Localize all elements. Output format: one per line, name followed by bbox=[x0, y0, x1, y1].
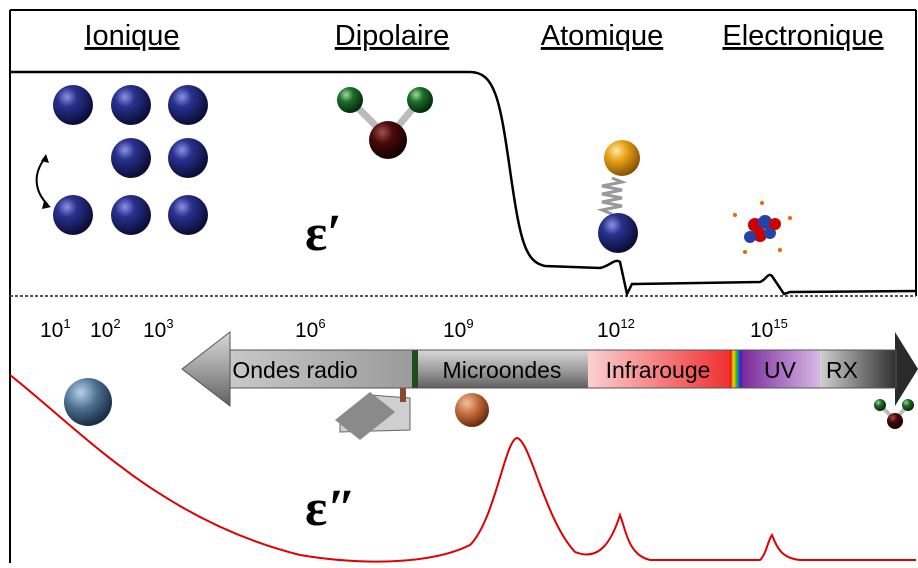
frequency: 106 bbox=[295, 316, 326, 342]
small-molecule bbox=[874, 399, 914, 429]
earth bbox=[64, 378, 112, 426]
frequency-base: 10 bbox=[443, 319, 466, 342]
frequency-base: 10 bbox=[597, 319, 620, 342]
frequency-exponent: 1 bbox=[63, 316, 70, 331]
loss-curve bbox=[9, 374, 916, 563]
band-label: RX bbox=[826, 357, 858, 383]
frequency-base: 10 bbox=[295, 319, 318, 342]
frame bbox=[9, 9, 917, 563]
frequency-exponent: 3 bbox=[166, 316, 173, 331]
frequency-base: 10 bbox=[90, 319, 113, 342]
symbol: ε bbox=[305, 205, 327, 262]
frequency-base: 10 bbox=[40, 319, 63, 342]
header: Atomique bbox=[541, 20, 664, 52]
atomic-spring bbox=[596, 140, 640, 253]
real-permittivity-curve bbox=[10, 70, 917, 298]
frequency-base: 10 bbox=[143, 319, 166, 342]
spectrum-arrow bbox=[181, 330, 918, 408]
band-label: Microondes bbox=[443, 357, 562, 383]
frequency-exponent: 2 bbox=[113, 316, 120, 331]
header: Dipolaire bbox=[335, 20, 449, 52]
frequency-labels: 101 102 103 106 109 1012 1015 bbox=[40, 316, 788, 342]
band-label: Infrarouge bbox=[606, 357, 711, 383]
imaginary-symbol: ε″ bbox=[305, 480, 356, 537]
frequency: 1012 bbox=[597, 316, 635, 342]
frequency: 103 bbox=[143, 316, 174, 342]
real-symbol: ε′ bbox=[305, 205, 342, 262]
header: Ionique bbox=[84, 20, 179, 52]
ionic-lattice bbox=[35, 85, 208, 235]
frequency: 109 bbox=[443, 316, 474, 342]
nucleus bbox=[733, 201, 792, 254]
frequency-exponent: 12 bbox=[620, 316, 634, 331]
frequency-base: 10 bbox=[750, 319, 773, 342]
house bbox=[335, 388, 411, 440]
ball bbox=[455, 393, 489, 427]
dipole-molecule bbox=[337, 87, 433, 159]
frequency-exponent: 15 bbox=[773, 316, 787, 331]
band-label: UV bbox=[764, 357, 797, 383]
frequency-exponent: 9 bbox=[466, 316, 473, 331]
band-label: Ondes radio bbox=[232, 357, 357, 383]
frequency: 101 bbox=[40, 316, 71, 342]
symbol: ε bbox=[305, 480, 327, 537]
symbol-mark: ′ bbox=[327, 205, 342, 262]
symbol-mark: ″ bbox=[327, 480, 356, 537]
frequency: 102 bbox=[90, 316, 121, 342]
header: Electronique bbox=[722, 20, 883, 52]
frequency-exponent: 6 bbox=[318, 316, 325, 331]
frequency: 1015 bbox=[750, 316, 788, 342]
